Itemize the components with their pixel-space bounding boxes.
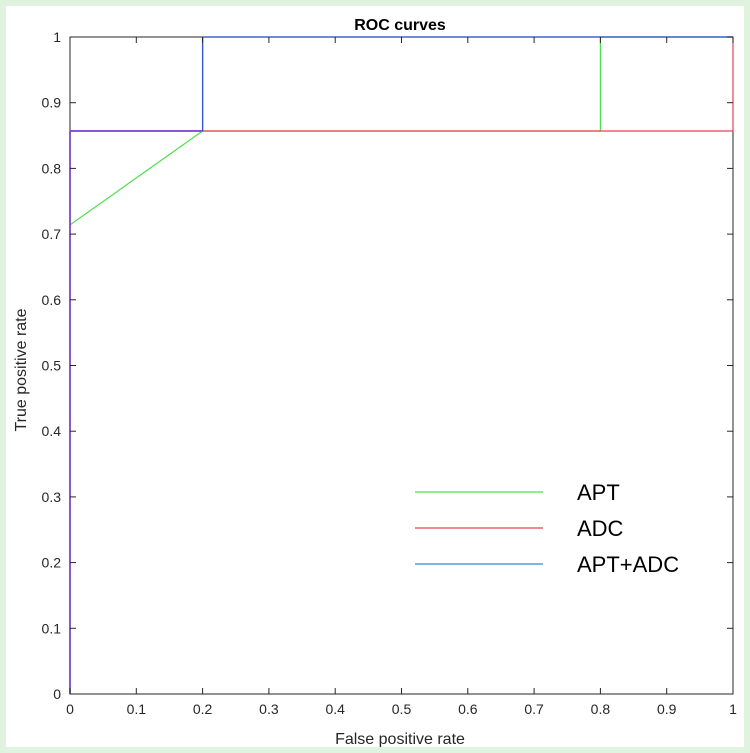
x-tick-label: 1 [729, 701, 737, 717]
y-tick-label: 0.5 [42, 358, 62, 374]
y-tick-label: 0.3 [42, 489, 62, 505]
x-tick-label: 0.1 [127, 701, 147, 717]
y-tick-label: 0.9 [42, 95, 62, 111]
legend-label: APT [577, 480, 620, 505]
y-tick-label: 0.7 [42, 226, 62, 242]
axes [69, 36, 734, 695]
y-tick-label: 0 [53, 686, 61, 702]
x-tick-label: 0.5 [392, 701, 412, 717]
x-tick-label: 0.6 [458, 701, 478, 717]
ticks: 0 0.1 0.2 0.3 0.4 0.5 0.6 0.7 0.8 0.9 1 0 0.1 0.2 0.3 0… [42, 29, 738, 717]
x-tick-label: 0.3 [259, 701, 279, 717]
y-tick-label: 0.6 [42, 292, 62, 308]
figure: 0 0.1 0.2 0.3 0.4 0.5 0.6 0.7 0.8 0.9 1 0 0.1 0.2 0.3 0… [6, 6, 744, 747]
plot-frame [69, 36, 734, 695]
roc-chart: 0 0.1 0.2 0.3 0.4 0.5 0.6 0.7 0.8 0.9 1 0 0.1 0.2 0.3 0… [13, 17, 738, 747]
series-line-adc [69, 37, 734, 694]
legend-label: APT+ADC [577, 552, 679, 577]
series-line-apt-adc [69, 36, 733, 694]
x-axis-label: False positive rate [335, 731, 465, 747]
y-tick-label: 0.4 [42, 423, 62, 439]
legend-label: ADC [577, 516, 624, 541]
x-tick-label: 0.4 [325, 701, 345, 717]
y-tick-label: 1 [53, 29, 61, 45]
y-axis-label: True positive rate [13, 308, 30, 431]
x-tick-label: 0.8 [591, 701, 611, 717]
x-tick-label: 0 [66, 701, 74, 717]
y-tick-label: 0.2 [42, 555, 62, 571]
x-tick-label: 0.9 [657, 701, 677, 717]
series-lines [69, 36, 734, 694]
series-line-apt [69, 36, 733, 694]
y-tick-label: 0.1 [42, 620, 62, 636]
x-tick-label: 0.7 [524, 701, 544, 717]
chart-title: ROC curves [354, 17, 446, 34]
legend: APT ADC APT+ADC [415, 480, 679, 577]
x-tick-label: 0.2 [193, 701, 213, 717]
y-tick-label: 0.8 [42, 160, 62, 176]
